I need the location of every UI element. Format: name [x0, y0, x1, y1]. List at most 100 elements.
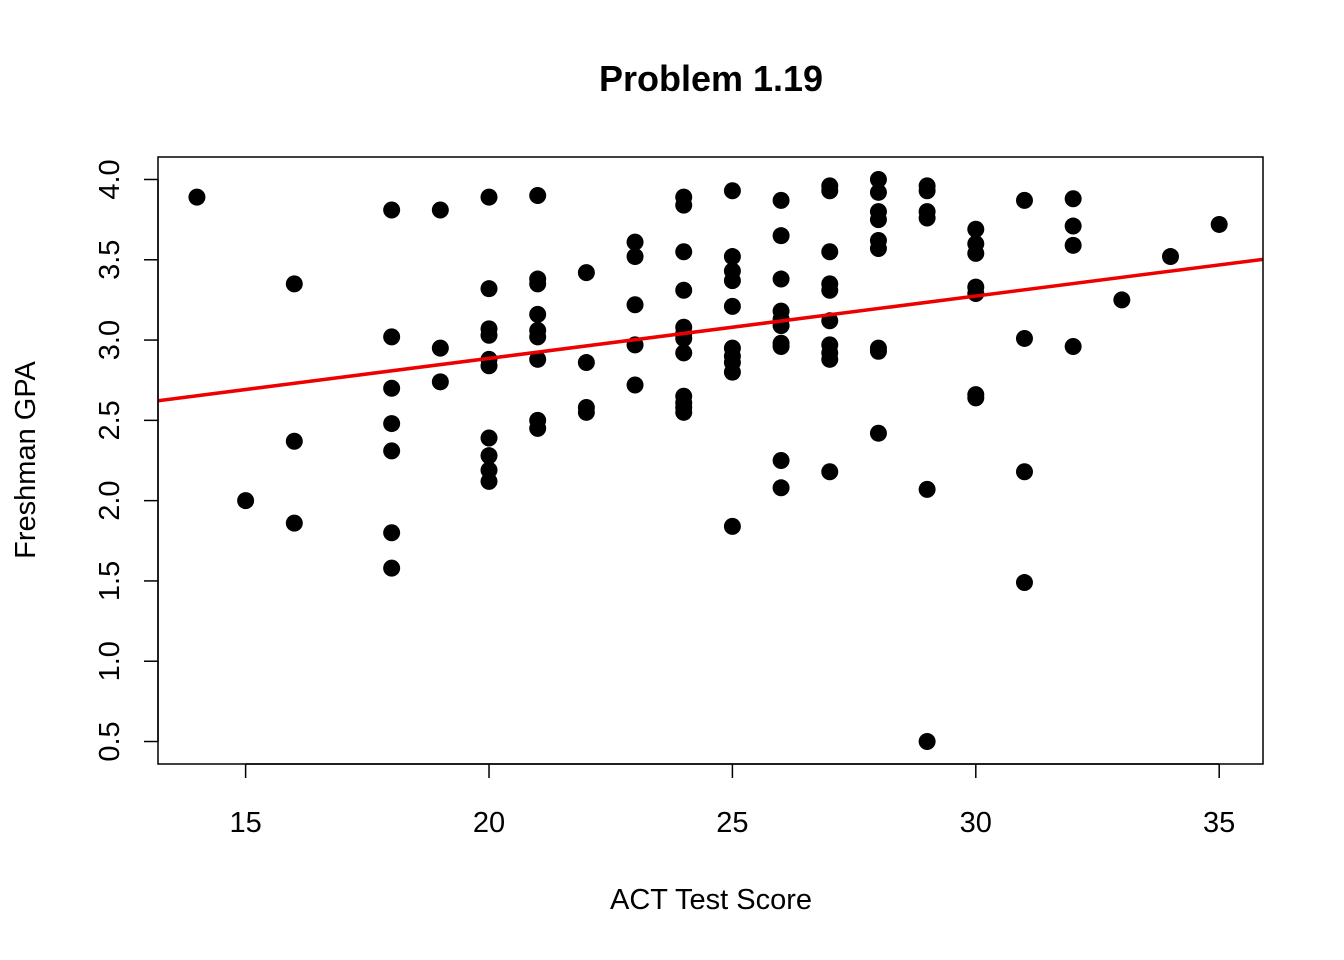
data-point [431, 201, 449, 219]
data-point [772, 479, 790, 497]
data-point [480, 188, 498, 206]
data-point [480, 472, 498, 490]
data-point [1064, 337, 1082, 355]
data-point [431, 339, 449, 357]
x-axis: 15 20 25 30 35 [229, 763, 1235, 839]
data-point [869, 424, 887, 442]
data-point [723, 182, 741, 200]
data-point [723, 248, 741, 266]
data-point [480, 429, 498, 447]
x-tick-label: 25 [716, 807, 748, 839]
y-tick-label: 2.5 [94, 400, 126, 440]
data-point [675, 403, 693, 421]
data-point [480, 357, 498, 375]
data-point [918, 209, 936, 227]
data-point [626, 376, 644, 394]
data-point [821, 463, 839, 481]
data-point [869, 240, 887, 258]
y-tick-label: 3.5 [94, 240, 126, 280]
regression-line [158, 257, 1263, 403]
data-point [723, 272, 741, 290]
data-point [285, 432, 303, 450]
x-tick-label: 20 [473, 807, 505, 839]
data-point [431, 373, 449, 391]
data-point [1064, 217, 1082, 235]
x-tick-label: 15 [229, 807, 261, 839]
data-point [1064, 236, 1082, 254]
y-axis-label: Freshman GPA [10, 361, 42, 559]
data-point [821, 182, 839, 200]
data-point [1015, 574, 1033, 592]
data-point [480, 326, 498, 344]
data-point [383, 524, 401, 542]
data-point [626, 248, 644, 266]
data-point [967, 284, 985, 302]
data-point [869, 211, 887, 229]
data-point [723, 517, 741, 535]
data-point [529, 187, 547, 205]
data-point [967, 244, 985, 262]
y-axis: 0.5 1.0 1.5 2.0 2.5 3.0 3.5 4.0 [94, 159, 159, 762]
data-point [188, 188, 206, 206]
data-point [626, 233, 644, 251]
data-point [772, 270, 790, 288]
x-tick-label: 35 [1203, 807, 1235, 839]
y-tick-label: 2.0 [94, 480, 126, 520]
data-point [869, 170, 887, 188]
data-point [772, 227, 790, 245]
y-tick-label: 0.5 [94, 721, 126, 761]
chart-title: Problem 1.19 [599, 58, 823, 99]
x-axis-label: ACT Test Score [610, 884, 812, 916]
data-point [529, 275, 547, 293]
data-point [529, 350, 547, 368]
data-point [723, 363, 741, 381]
data-point [1162, 248, 1180, 266]
data-point [1015, 329, 1033, 347]
data-point [772, 452, 790, 469]
plot-frame [157, 156, 1264, 765]
y-tick-label: 1.5 [94, 561, 126, 601]
data-point [821, 243, 839, 261]
data-point [967, 220, 985, 238]
data-point [675, 243, 693, 261]
data-point [285, 514, 303, 532]
data-point [1210, 215, 1228, 233]
data-point [577, 354, 595, 372]
data-point [285, 275, 303, 293]
data-point [1064, 190, 1082, 208]
scatter-points [188, 170, 1228, 751]
data-point [821, 350, 839, 368]
data-point [772, 191, 790, 209]
data-point [529, 328, 547, 346]
data-point [1113, 291, 1131, 309]
data-point [918, 182, 936, 200]
data-point [529, 305, 547, 323]
data-point [577, 264, 595, 282]
data-point [383, 559, 401, 577]
data-point [918, 733, 936, 751]
data-point [383, 379, 401, 397]
data-point [626, 296, 644, 314]
y-tick-label: 1.0 [94, 641, 126, 681]
data-point [1015, 191, 1033, 209]
data-point [967, 389, 985, 407]
data-point [577, 403, 595, 421]
y-tick-label: 3.0 [94, 320, 126, 360]
data-point [237, 492, 255, 510]
data-point [383, 415, 401, 433]
data-point [529, 419, 547, 437]
data-point [723, 297, 741, 315]
data-point [675, 281, 693, 299]
x-tick-label: 30 [960, 807, 992, 839]
data-point [383, 442, 401, 460]
data-point [675, 196, 693, 214]
data-point [1015, 463, 1033, 481]
data-point [869, 183, 887, 201]
y-tick-label: 4.0 [94, 159, 126, 199]
data-point [821, 281, 839, 299]
data-point [772, 337, 790, 355]
data-point [383, 328, 401, 346]
data-point [675, 344, 693, 362]
data-point [918, 480, 936, 498]
